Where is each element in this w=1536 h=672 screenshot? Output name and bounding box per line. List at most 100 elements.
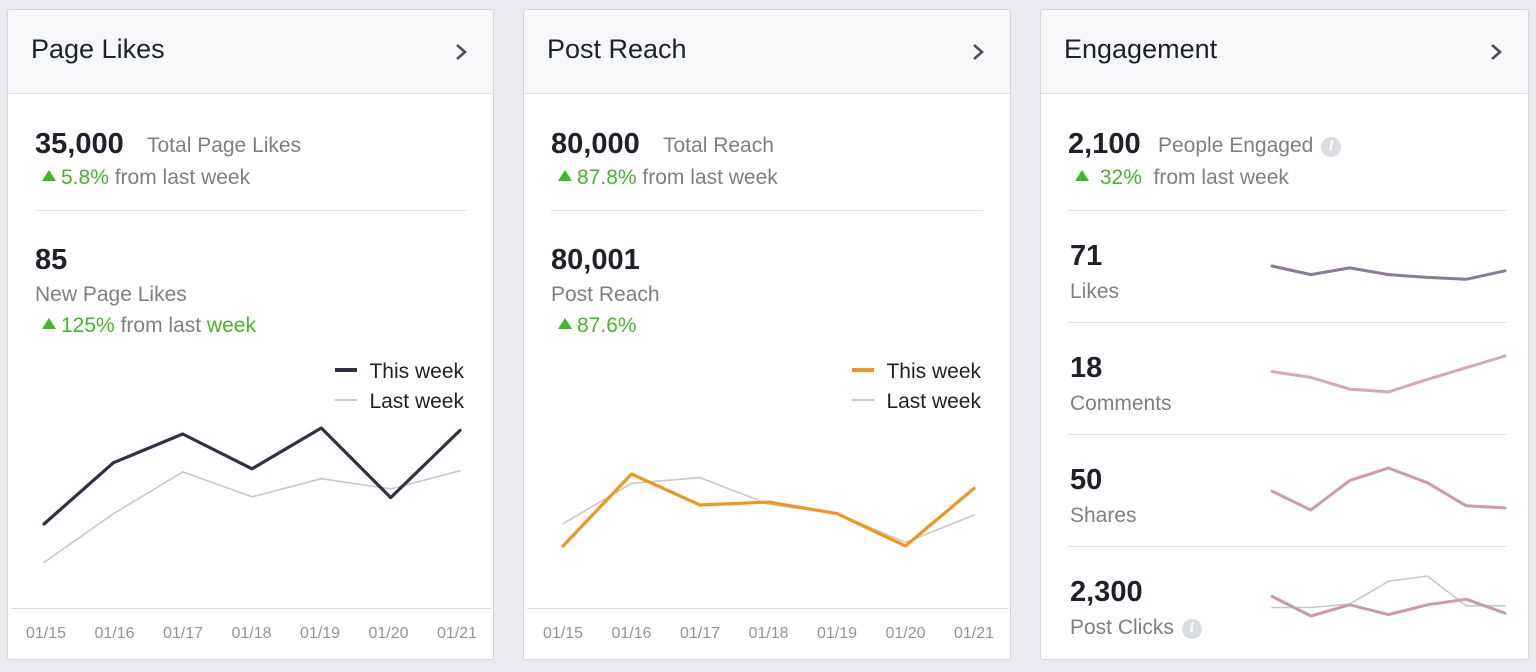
total-page-likes-value: 35,000	[35, 128, 124, 160]
total-reach-value: 80,000	[551, 128, 640, 160]
people-engaged-value: 2,100	[1068, 128, 1141, 160]
legend-last-week: Last week	[335, 390, 464, 414]
legend-swatch-last-week	[335, 399, 358, 401]
page-likes-title: Page Likes	[31, 34, 165, 64]
delta-value: 87.8%	[577, 166, 637, 189]
divider	[35, 210, 466, 211]
new-page-likes-label: New Page Likes	[35, 283, 187, 306]
x-tick-label: 01/19	[300, 625, 340, 642]
new-page-likes-delta: 125% from last week	[42, 314, 256, 338]
shares-sparkline	[1270, 466, 1507, 512]
divider	[1068, 434, 1506, 435]
delta-value: 5.8%	[61, 166, 109, 189]
comments-label: Comments	[1070, 392, 1172, 415]
legend-label: This week	[369, 360, 464, 383]
delta-text: from last	[120, 314, 202, 337]
engagement-card: Engagement 2,100 People Engaged i 32% fro…	[1040, 9, 1529, 660]
up-arrow-icon	[558, 318, 572, 329]
legend-this-week: This week	[852, 360, 981, 384]
page-likes-chart: 01/15 01/16 01/17 01/18 01/19 01/20 01/21	[26, 426, 477, 642]
this-week-line	[561, 472, 976, 548]
delta-value: 87.6%	[577, 314, 637, 337]
legend-this-week: This week	[335, 360, 464, 384]
divider	[551, 210, 983, 211]
delta-text: from last week	[114, 166, 251, 189]
x-axis-line	[11, 608, 492, 609]
people-engaged-text: People Engaged	[1158, 134, 1314, 157]
chevron-right-icon[interactable]	[1486, 42, 1506, 62]
comments-value: 18	[1070, 352, 1103, 384]
x-tick-label: 01/15	[26, 625, 66, 642]
post-clicks-sparkline-b	[1271, 575, 1506, 609]
last-week-line	[43, 469, 461, 564]
total-page-likes-delta: 5.8% from last week	[42, 166, 250, 190]
total-reach-delta: 87.8% from last week	[558, 166, 778, 190]
legend-last-week: Last week	[852, 390, 981, 414]
legend-swatch-this-week	[335, 368, 358, 372]
divider	[1068, 546, 1506, 547]
x-tick-label: 01/19	[817, 625, 857, 642]
info-icon[interactable]: i	[1181, 619, 1202, 639]
post-clicks-sparkline-a	[1270, 594, 1507, 618]
post-reach-chart: 01/15 01/16 01/17 01/18 01/19 01/20 01/21	[543, 472, 994, 642]
x-tick-label: 01/21	[437, 625, 477, 642]
divider	[1068, 322, 1506, 323]
total-page-likes-label: Total Page Likes	[147, 134, 302, 157]
total-reach-label: Total Reach	[663, 134, 774, 157]
x-tick-label: 01/18	[748, 625, 788, 642]
x-tick-label: 01/20	[885, 625, 925, 642]
up-arrow-icon	[42, 318, 56, 329]
x-tick-label: 01/17	[163, 625, 203, 642]
likes-label: Likes	[1070, 280, 1120, 303]
info-icon[interactable]: i	[1321, 137, 1342, 157]
chevron-right-icon[interactable]	[968, 42, 988, 62]
chevron-right-icon[interactable]	[451, 42, 471, 62]
legend-label: Last week	[886, 390, 981, 413]
page-likes-card: Page Likes 35,000 Total Page Likes 5.8% …	[7, 9, 494, 660]
post-clicks-label: Post Clicks i	[1070, 616, 1202, 640]
up-arrow-icon	[1075, 170, 1089, 181]
engagement-sparklines	[1270, 264, 1507, 618]
this-week-line	[42, 426, 462, 526]
up-arrow-icon	[42, 170, 56, 181]
delta-text: from last week	[642, 166, 778, 189]
legend-swatch-last-week	[852, 399, 875, 401]
last-week-line	[562, 476, 975, 544]
comments-sparkline	[1270, 354, 1507, 394]
post-reach-card: Post Reach 80,000 Total Reach 87.8% from…	[523, 9, 1011, 660]
post-clicks-value: 2,300	[1070, 576, 1143, 608]
x-tick-label: 01/15	[543, 625, 583, 642]
x-tick-label: 01/16	[94, 625, 134, 642]
likes-sparkline	[1270, 264, 1507, 281]
x-axis-line	[527, 608, 1009, 609]
post-reach-title: Post Reach	[547, 34, 687, 64]
post-reach-delta: 87.6%	[558, 314, 637, 338]
engagement-header[interactable]: Engagement	[1041, 10, 1528, 94]
up-arrow-icon	[558, 170, 572, 181]
legend-swatch-this-week	[852, 368, 875, 372]
post-reach-header[interactable]: Post Reach	[524, 10, 1010, 94]
engagement-title: Engagement	[1064, 34, 1218, 64]
x-tick-label: 01/16	[611, 625, 651, 642]
post-reach-label: Post Reach	[551, 283, 660, 306]
page-likes-header[interactable]: Page Likes	[8, 10, 493, 94]
post-reach-value: 80,001	[551, 244, 640, 276]
shares-label: Shares	[1070, 504, 1137, 527]
legend-label: This week	[886, 360, 981, 383]
people-engaged-delta: 32% from last week	[1075, 166, 1289, 190]
x-tick-label: 01/20	[368, 625, 408, 642]
delta-text: from last week	[1153, 166, 1289, 189]
shares-value: 50	[1070, 464, 1103, 496]
delta-suffix: week	[206, 314, 256, 337]
post-clicks-text: Post Clicks	[1070, 616, 1174, 639]
x-tick-label: 01/17	[680, 625, 720, 642]
delta-value: 125%	[61, 314, 115, 337]
legend-label: Last week	[369, 390, 464, 413]
new-page-likes-value: 85	[35, 244, 68, 276]
delta-value: 32%	[1099, 166, 1142, 189]
people-engaged-label: People Engaged i	[1158, 134, 1342, 158]
divider	[1068, 210, 1506, 211]
x-tick-label: 01/18	[231, 625, 271, 642]
likes-value: 71	[1070, 240, 1103, 272]
x-tick-label: 01/21	[954, 625, 994, 642]
